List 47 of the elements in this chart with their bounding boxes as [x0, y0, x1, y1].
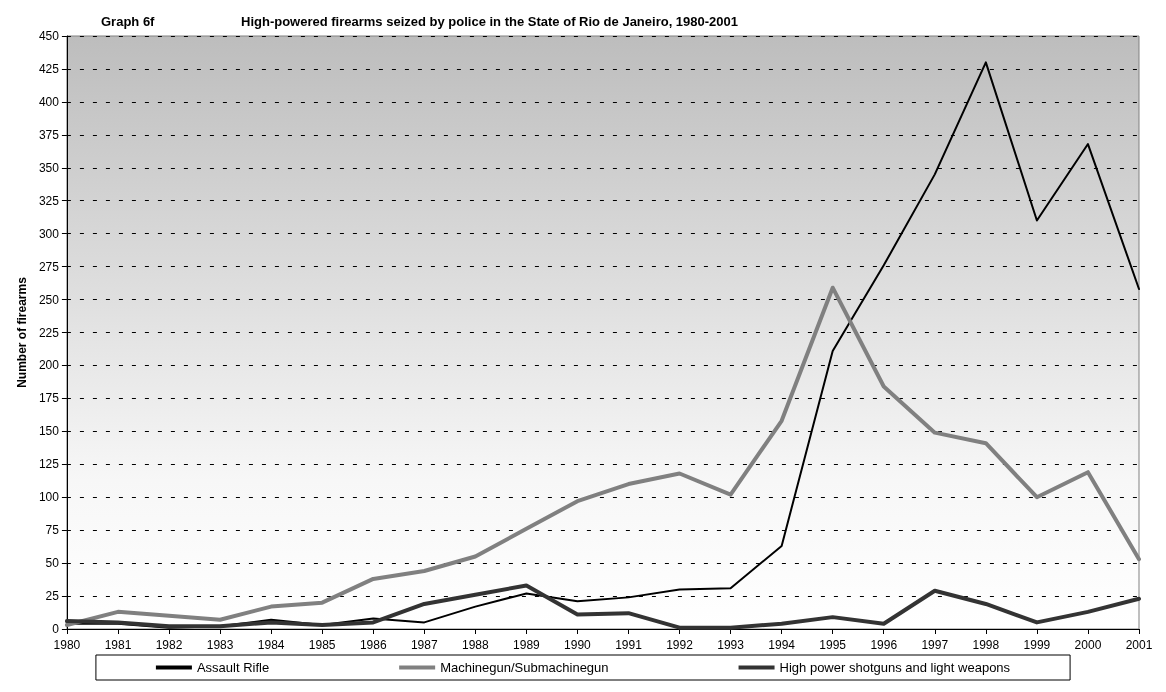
y-tick-label: 175 — [38, 391, 60, 406]
x-tick-label: 1992 — [666, 638, 694, 652]
y-tick-label: 150 — [38, 424, 60, 439]
x-tick-label: 1984 — [257, 638, 285, 652]
x-tick-label: 1998 — [972, 638, 1000, 652]
x-tick-label: 2000 — [1074, 638, 1102, 652]
x-tick-label: 1990 — [564, 638, 592, 652]
y-tick-label: 450 — [38, 29, 60, 43]
x-tick-label: 1995 — [819, 638, 847, 652]
x-tick-label: 1986 — [359, 638, 387, 652]
y-tick-label: 75 — [45, 523, 60, 538]
y-tick-label: 50 — [45, 556, 60, 571]
x-tick-label: 1985 — [308, 638, 336, 652]
x-tick-label: 1988 — [461, 638, 489, 652]
chart-title: Graph 6f — [101, 14, 156, 29]
y-tick-label: 325 — [38, 193, 60, 208]
x-tick-label: 1982 — [155, 638, 183, 652]
y-tick-label: 250 — [38, 292, 60, 307]
y-tick-label: 225 — [38, 325, 60, 340]
x-tick-label: 1999 — [1023, 638, 1051, 652]
y-tick-label: 350 — [38, 160, 60, 175]
x-tick-label: 1994 — [768, 638, 796, 652]
y-tick-label: 300 — [38, 226, 60, 241]
y-axis-title: Number of firearms — [15, 276, 29, 388]
legend-label: Assault Rifle — [196, 660, 270, 675]
x-tick-label: 1983 — [206, 638, 234, 652]
x-tick-label: 1997 — [921, 638, 949, 652]
y-tick-label: 125 — [38, 457, 60, 472]
x-tick-label: 1987 — [410, 638, 438, 652]
x-tick-label: 1981 — [104, 638, 132, 652]
y-tick-label: 275 — [38, 259, 60, 274]
x-tick-label: 1991 — [615, 638, 643, 652]
legend-label: High power shotguns and light weapons — [779, 660, 1011, 675]
y-tick-label: 400 — [38, 94, 60, 109]
y-tick-label: 375 — [38, 127, 60, 142]
x-tick-label: 1996 — [870, 638, 898, 652]
x-tick-label: 2001 — [1125, 638, 1153, 652]
x-tick-label: 1989 — [513, 638, 541, 652]
x-tick-label: 1993 — [717, 638, 745, 652]
y-tick-label: 425 — [38, 61, 60, 76]
chart-subtitle: High-powered firearms seized by police in the State of Rio de Janeiro, 1980-2001 — [241, 14, 739, 29]
legend-label: Machinegun/Submachinegun — [440, 660, 609, 675]
y-tick-label: 100 — [38, 490, 60, 505]
x-tick-label: 1980 — [53, 638, 81, 652]
y-tick-label: 25 — [45, 589, 60, 604]
y-tick-label: 200 — [38, 358, 60, 373]
y-tick-label: 0 — [52, 622, 60, 636]
